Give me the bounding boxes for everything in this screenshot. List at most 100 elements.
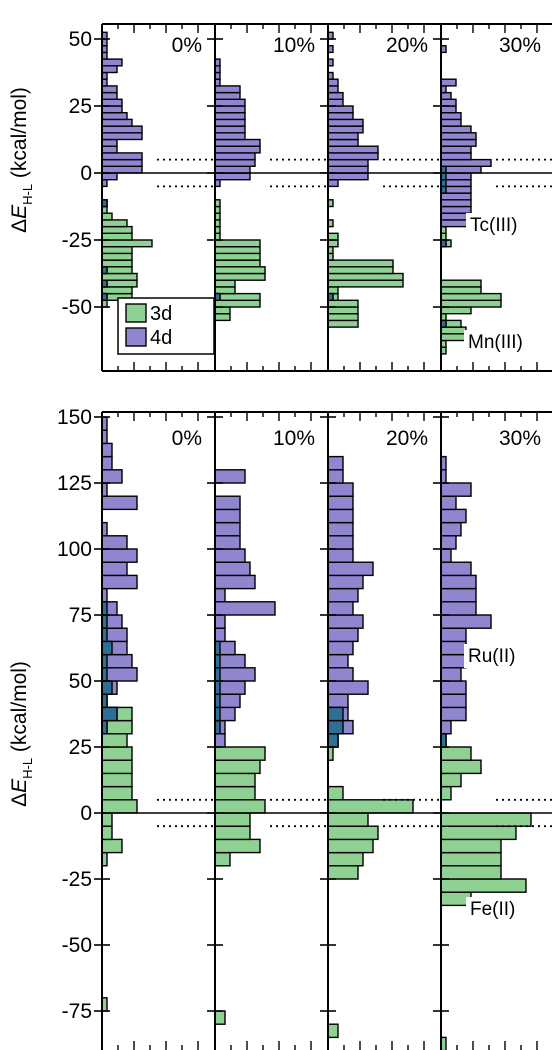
bar-4d bbox=[441, 152, 472, 161]
bar-4d bbox=[215, 132, 246, 141]
bar-3d bbox=[215, 313, 231, 322]
bar-3d bbox=[441, 333, 467, 342]
bar-4d bbox=[102, 521, 108, 537]
bar-4d bbox=[441, 561, 472, 577]
bar-4d bbox=[441, 98, 457, 107]
bar-3d bbox=[215, 239, 261, 248]
bottom-chart: 0% 10% 20% 30% 150 125 100 75 50 25 0 -25 -50 -75 Ru(I… bbox=[57, 406, 552, 1050]
bar-4d bbox=[441, 667, 462, 682]
bar-4d bbox=[215, 627, 226, 643]
bar-4d bbox=[441, 138, 477, 147]
panel-label: 0% bbox=[172, 427, 202, 450]
bar-4d bbox=[328, 574, 364, 590]
bar-3d bbox=[215, 759, 261, 775]
bar-overlap bbox=[328, 292, 334, 302]
y-tick-label: 0 bbox=[80, 162, 92, 185]
bar-3d bbox=[328, 299, 359, 308]
top-y-axis-label: ΔEH-L (kcal/mol) bbox=[8, 87, 35, 233]
bar-4d bbox=[441, 158, 492, 168]
bar-4d bbox=[328, 91, 344, 100]
bar-4d bbox=[441, 521, 462, 537]
y-tick-label: -25 bbox=[62, 229, 92, 252]
bar-4d bbox=[215, 733, 226, 748]
bar-3d bbox=[441, 306, 472, 315]
bar-overlap bbox=[102, 680, 113, 695]
bar-4d bbox=[328, 158, 369, 168]
y-tick-label: -50 bbox=[62, 296, 92, 319]
bar-4d bbox=[441, 192, 472, 201]
bar-4d bbox=[441, 455, 447, 471]
bar-3d bbox=[102, 772, 133, 788]
bar-3d bbox=[328, 799, 414, 814]
legend-label-4d: 4d bbox=[150, 327, 172, 349]
legend-label-3d: 3d bbox=[150, 303, 172, 325]
bar-3d bbox=[328, 272, 404, 281]
panel-label: 20% bbox=[386, 427, 428, 450]
bar-4d bbox=[441, 118, 462, 127]
bar-4d bbox=[328, 165, 369, 174]
panel-label: 10% bbox=[273, 34, 315, 57]
bar-4d bbox=[328, 640, 354, 656]
bar-4d bbox=[215, 98, 246, 107]
bar-4d bbox=[215, 574, 256, 590]
bottom-y-axis-label: ΔEH-L (kcal/mol) bbox=[8, 661, 35, 807]
y-tick-label: 75 bbox=[69, 604, 92, 627]
bar-overlap bbox=[328, 733, 339, 748]
bar-4d bbox=[441, 548, 452, 563]
y-axis-label-part: Δ bbox=[8, 793, 31, 807]
y-tick-label: 150 bbox=[57, 406, 92, 429]
ion-label: Ru(II) bbox=[468, 646, 516, 667]
bar-4d bbox=[328, 587, 359, 603]
bar-3d bbox=[215, 292, 261, 302]
bar-4d bbox=[102, 111, 128, 121]
bar-4d bbox=[215, 58, 221, 67]
bar-4d bbox=[328, 138, 359, 147]
panel-0-0 bbox=[102, 31, 215, 308]
bar-4d bbox=[441, 199, 472, 208]
bar-3d bbox=[215, 785, 256, 801]
bar-3d bbox=[328, 219, 334, 228]
bar-4d bbox=[328, 627, 359, 643]
bar-4d bbox=[102, 165, 143, 174]
bar-4d bbox=[102, 495, 138, 511]
bar-4d bbox=[102, 125, 143, 134]
bar-3d bbox=[328, 785, 344, 801]
bar-4d bbox=[215, 118, 246, 127]
bar-overlap bbox=[102, 199, 108, 208]
bar-4d bbox=[102, 58, 123, 67]
bar-3d bbox=[215, 272, 266, 281]
bar-4d bbox=[328, 561, 374, 577]
y-axis-label-part: Δ bbox=[8, 219, 31, 233]
bar-3d bbox=[102, 225, 133, 235]
bar-4d bbox=[328, 693, 349, 709]
bar-overlap bbox=[102, 292, 108, 302]
panel-label: 30% bbox=[499, 34, 541, 57]
bar-4d bbox=[441, 165, 482, 174]
bar-overlap bbox=[102, 266, 108, 275]
bar-4d bbox=[215, 667, 256, 682]
bar-4d bbox=[441, 125, 472, 134]
ion-label-bg bbox=[466, 897, 546, 921]
bar-4d bbox=[441, 719, 452, 735]
bar-4d bbox=[441, 45, 447, 54]
bar-4d bbox=[328, 78, 339, 87]
bar-4d bbox=[215, 125, 246, 134]
bar-3d bbox=[441, 759, 482, 775]
bar-3d bbox=[328, 319, 359, 328]
bar-3d bbox=[441, 825, 517, 841]
bar-4d bbox=[215, 521, 241, 537]
bar-4d bbox=[102, 132, 143, 141]
bar-4d bbox=[328, 98, 344, 107]
bar-4d bbox=[215, 508, 241, 524]
bar-3d bbox=[102, 286, 133, 295]
y-tick-label: 25 bbox=[69, 736, 92, 759]
bar-4d bbox=[215, 85, 241, 94]
bar-3d bbox=[102, 812, 113, 827]
bar-3d bbox=[215, 266, 266, 275]
y-tick-label: 125 bbox=[57, 472, 92, 495]
bar-4d bbox=[328, 680, 369, 695]
bar-3d bbox=[441, 785, 452, 801]
bar-3d bbox=[215, 259, 261, 268]
bar-4d bbox=[215, 495, 241, 511]
bar-3d bbox=[102, 799, 138, 814]
